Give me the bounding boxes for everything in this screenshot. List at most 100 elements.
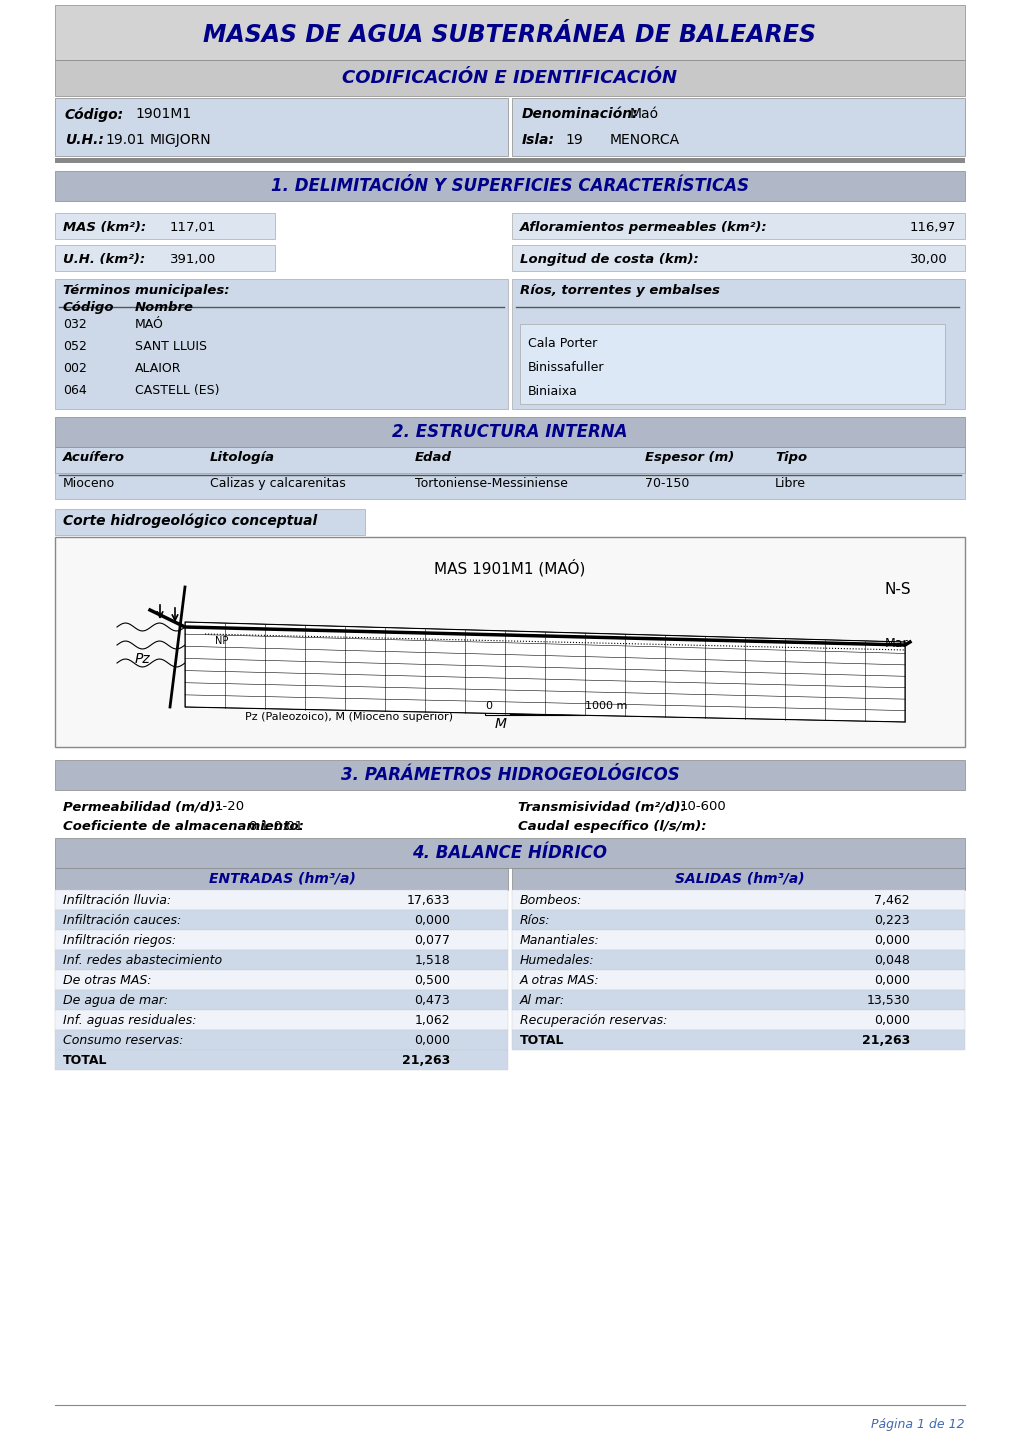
Text: 30,00: 30,00 — [909, 253, 947, 266]
Text: Cala Porter: Cala Porter — [528, 338, 597, 351]
Text: Transmisividad (m²/d):: Transmisividad (m²/d): — [518, 799, 685, 812]
Text: U.H.:: U.H.: — [65, 133, 104, 147]
Text: Página 1 de 12: Página 1 de 12 — [870, 1418, 964, 1431]
Bar — [55, 509, 365, 535]
Text: 391,00: 391,00 — [170, 253, 216, 266]
Text: 70-150: 70-150 — [644, 478, 689, 491]
Polygon shape — [184, 622, 904, 722]
Text: Afloramientos permeables (km²):: Afloramientos permeables (km²): — [520, 221, 767, 234]
Text: Mioceno: Mioceno — [63, 478, 115, 491]
Bar — [55, 1030, 507, 1051]
Bar — [55, 98, 507, 156]
Text: 10-600: 10-600 — [680, 799, 726, 812]
Text: Mar: Mar — [884, 636, 908, 649]
Bar — [512, 98, 964, 156]
Bar — [520, 325, 944, 404]
Bar — [55, 838, 964, 869]
Text: Tipo: Tipo — [774, 452, 806, 465]
Bar — [55, 760, 964, 789]
Text: U.H. (km²):: U.H. (km²): — [63, 253, 145, 266]
Bar — [55, 447, 964, 473]
Text: Litología: Litología — [210, 452, 275, 465]
Bar — [55, 929, 507, 949]
Bar — [55, 911, 507, 929]
Text: Espesor (m): Espesor (m) — [644, 452, 734, 465]
Bar — [55, 970, 507, 990]
Text: 1901M1: 1901M1 — [135, 107, 192, 121]
Text: M: M — [494, 717, 506, 732]
Text: 7,462: 7,462 — [873, 895, 909, 908]
Text: 3. PARÁMETROS HIDROGEOLÓGICOS: 3. PARÁMETROS HIDROGEOLÓGICOS — [340, 766, 679, 784]
Text: 0,223: 0,223 — [873, 913, 909, 926]
Text: MAS 1901M1 (MAÓ): MAS 1901M1 (MAÓ) — [434, 558, 585, 577]
Text: 21,263: 21,263 — [401, 1053, 449, 1066]
Text: 116,97: 116,97 — [909, 221, 956, 234]
Text: Código: Código — [63, 302, 114, 315]
Bar — [512, 949, 964, 970]
Text: TOTAL: TOTAL — [63, 1053, 107, 1066]
Text: Libre: Libre — [774, 478, 805, 491]
Text: 002: 002 — [63, 362, 87, 375]
Text: Ríos, torrentes y embalses: Ríos, torrentes y embalses — [520, 284, 719, 297]
Bar — [55, 245, 275, 271]
Text: Inf. redes abastecimiento: Inf. redes abastecimiento — [63, 954, 222, 967]
Text: MIGJORN: MIGJORN — [150, 133, 211, 147]
Text: Infiltración lluvia:: Infiltración lluvia: — [63, 895, 171, 908]
Bar — [510, 707, 535, 714]
Text: MASAS DE AGUA SUBTERRÁNEA DE BALEARES: MASAS DE AGUA SUBTERRÁNEA DE BALEARES — [204, 23, 815, 48]
Bar — [512, 214, 964, 240]
Text: 117,01: 117,01 — [170, 221, 216, 234]
Text: 052: 052 — [63, 341, 87, 354]
Bar — [535, 707, 559, 714]
Text: SALIDAS (hm³/a): SALIDAS (hm³/a) — [674, 872, 804, 886]
Text: Caudal específico (l/s/m):: Caudal específico (l/s/m): — [518, 820, 706, 833]
Text: 21,263: 21,263 — [861, 1035, 909, 1048]
Text: Maó: Maó — [630, 107, 658, 121]
Text: MAÓ: MAÓ — [135, 317, 164, 330]
Text: 0,048: 0,048 — [873, 954, 909, 967]
Text: Calizas y calcarenitas: Calizas y calcarenitas — [210, 478, 345, 491]
Text: ENTRADAS (hm³/a): ENTRADAS (hm³/a) — [209, 872, 356, 886]
Text: 2. ESTRUCTURA INTERNA: 2. ESTRUCTURA INTERNA — [392, 423, 627, 442]
Text: 17,633: 17,633 — [407, 895, 449, 908]
Text: 1. DELIMITACIÓN Y SUPERFICIES CARACTERÍSTICAS: 1. DELIMITACIÓN Y SUPERFICIES CARACTERÍS… — [271, 177, 748, 195]
Bar — [55, 537, 964, 747]
Bar — [512, 990, 964, 1010]
Bar — [512, 278, 964, 408]
Text: Ríos:: Ríos: — [520, 913, 550, 926]
Text: De otras MAS:: De otras MAS: — [63, 974, 152, 987]
Text: 0,000: 0,000 — [414, 913, 449, 926]
Text: 064: 064 — [63, 384, 87, 397]
Text: Corte hidrogeológico conceptual: Corte hidrogeológico conceptual — [63, 514, 317, 528]
Bar — [512, 869, 964, 890]
Bar — [55, 278, 507, 408]
Bar — [512, 929, 964, 949]
Bar — [55, 990, 507, 1010]
Text: 0: 0 — [484, 701, 491, 711]
Text: 0,000: 0,000 — [873, 1014, 909, 1027]
Bar — [55, 61, 964, 97]
Bar — [484, 707, 510, 714]
Text: Isla:: Isla: — [522, 133, 554, 147]
Bar — [55, 473, 964, 499]
Text: Acuífero: Acuífero — [63, 452, 125, 465]
Text: Consumo reservas:: Consumo reservas: — [63, 1035, 183, 1048]
Text: Términos municipales:: Términos municipales: — [63, 284, 229, 297]
Text: Manantiales:: Manantiales: — [520, 934, 599, 947]
Bar — [55, 214, 275, 240]
Text: 0,000: 0,000 — [873, 974, 909, 987]
Bar — [55, 1051, 507, 1071]
Text: Infiltración riegos:: Infiltración riegos: — [63, 934, 176, 947]
Bar — [512, 1030, 964, 1051]
Text: Al mar:: Al mar: — [520, 994, 565, 1007]
Bar — [512, 890, 964, 911]
Text: 1-20: 1-20 — [215, 799, 245, 812]
Text: Recuperación reservas:: Recuperación reservas: — [520, 1014, 666, 1027]
Text: 1,062: 1,062 — [414, 1014, 449, 1027]
Bar — [559, 707, 585, 714]
Text: 032: 032 — [63, 317, 87, 330]
Text: MAS (km²):: MAS (km²): — [63, 221, 146, 234]
Text: Biniaixa: Biniaixa — [528, 385, 578, 398]
Bar — [55, 417, 964, 447]
Text: Inf. aguas residuales:: Inf. aguas residuales: — [63, 1014, 197, 1027]
